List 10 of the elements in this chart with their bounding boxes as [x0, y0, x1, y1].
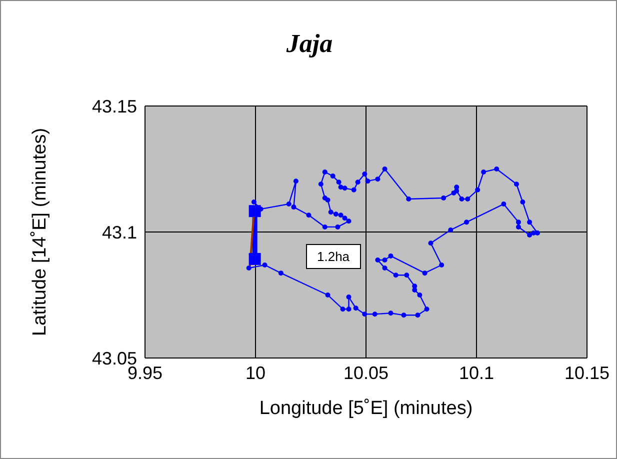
y-axis-title: Latitude [14˚E] (minutes) [30, 128, 51, 336]
x-tick-label: 10.1 [458, 362, 494, 383]
x-tick-label: 10 [245, 362, 266, 383]
y-tick-label: 43.1 [102, 222, 137, 242]
chart-title: Jaja [285, 29, 334, 59]
x-tick-label: 10.05 [343, 362, 389, 383]
x-tick-label: 10.15 [564, 362, 610, 383]
x-axis-title: Longitude [5˚E] (minutes) [259, 398, 473, 419]
y-tick-label: 43.15 [92, 96, 137, 116]
annotation: 1.2ha [306, 244, 361, 269]
